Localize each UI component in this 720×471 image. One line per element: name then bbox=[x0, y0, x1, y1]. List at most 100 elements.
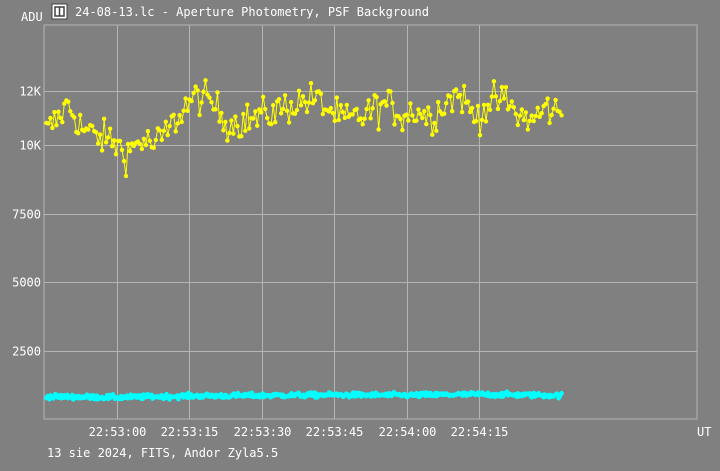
data-point bbox=[56, 109, 61, 114]
data-point bbox=[93, 130, 99, 135]
data-point bbox=[537, 114, 542, 120]
data-point bbox=[332, 118, 337, 124]
data-point bbox=[487, 107, 493, 113]
title-bar: 24-08-13.lc - Aperture Photometry, PSF B… bbox=[51, 3, 429, 20]
data-point bbox=[123, 173, 129, 179]
data-point bbox=[97, 132, 103, 137]
data-point bbox=[46, 121, 51, 126]
data-point bbox=[177, 113, 182, 118]
data-point bbox=[477, 133, 483, 138]
data-point bbox=[181, 108, 186, 113]
y-tick-label: 5000 bbox=[12, 276, 41, 290]
data-point bbox=[507, 104, 512, 109]
data-point bbox=[255, 123, 260, 128]
data-point bbox=[304, 109, 310, 115]
data-point bbox=[453, 87, 459, 92]
data-point bbox=[515, 122, 520, 128]
data-point bbox=[392, 122, 397, 127]
data-point bbox=[280, 106, 286, 112]
data-point bbox=[511, 105, 516, 110]
data-point bbox=[125, 141, 131, 147]
data-point bbox=[340, 109, 345, 115]
y-tick-label: 12K bbox=[19, 85, 41, 99]
data-point bbox=[426, 105, 431, 110]
data-point bbox=[265, 115, 270, 121]
data-point bbox=[273, 120, 278, 125]
data-point bbox=[517, 113, 522, 118]
data-point bbox=[501, 96, 507, 101]
data-point bbox=[90, 123, 95, 129]
x-axis-label: UT bbox=[697, 425, 711, 439]
data-point bbox=[495, 106, 501, 112]
target-star-series bbox=[44, 78, 564, 179]
data-point bbox=[179, 119, 184, 125]
data-point bbox=[231, 131, 236, 136]
data-point bbox=[263, 106, 268, 112]
data-point bbox=[557, 109, 562, 115]
data-point bbox=[191, 90, 196, 96]
data-point bbox=[481, 102, 487, 108]
data-point bbox=[533, 113, 538, 119]
footer-info: 13 sie 2024, FITS, Andor Zyla5.5 bbox=[47, 446, 278, 460]
y-tick-label: 2500 bbox=[12, 345, 41, 359]
data-point bbox=[434, 128, 439, 133]
x-tick-label: 22:53:00 bbox=[89, 425, 147, 439]
data-point bbox=[298, 103, 304, 108]
data-point bbox=[66, 99, 71, 104]
data-point bbox=[113, 152, 119, 157]
data-point bbox=[527, 118, 532, 124]
data-point bbox=[259, 110, 264, 115]
data-point bbox=[344, 102, 349, 108]
data-point bbox=[398, 116, 403, 122]
data-point bbox=[406, 118, 411, 123]
data-point bbox=[529, 113, 534, 118]
data-point bbox=[404, 112, 409, 117]
data-point bbox=[326, 109, 332, 114]
background-series bbox=[44, 389, 564, 402]
data-point bbox=[72, 115, 77, 120]
data-point bbox=[390, 100, 395, 106]
y-axis-label: ADU bbox=[21, 10, 43, 24]
data-point bbox=[227, 130, 232, 136]
data-point bbox=[48, 115, 53, 121]
data-point bbox=[109, 144, 115, 149]
data-point bbox=[229, 118, 234, 123]
data-point bbox=[320, 111, 326, 117]
data-point bbox=[553, 97, 558, 103]
data-point bbox=[119, 147, 125, 153]
data-point bbox=[364, 106, 369, 112]
data-point bbox=[78, 112, 83, 118]
data-point bbox=[366, 98, 371, 103]
data-point bbox=[491, 79, 497, 84]
data-point bbox=[137, 141, 143, 147]
chart-grid bbox=[43, 24, 698, 420]
data-point bbox=[362, 116, 367, 121]
data-point bbox=[101, 116, 107, 122]
data-point bbox=[465, 99, 471, 104]
data-point bbox=[249, 390, 255, 396]
data-point bbox=[247, 126, 252, 131]
data-point bbox=[485, 102, 491, 108]
data-point bbox=[523, 110, 528, 115]
data-point bbox=[117, 138, 123, 144]
data-point bbox=[432, 120, 437, 126]
data-point bbox=[223, 119, 228, 125]
data-point bbox=[163, 119, 168, 125]
data-point bbox=[420, 115, 425, 121]
y-tick-label: 7500 bbox=[12, 208, 41, 222]
window-title: 24-08-13.lc - Aperture Photometry, PSF B… bbox=[75, 5, 429, 19]
data-point bbox=[261, 94, 266, 100]
film-frame-icon[interactable] bbox=[51, 3, 68, 20]
x-tick-label: 22:54:00 bbox=[379, 425, 437, 439]
data-point bbox=[175, 121, 180, 126]
data-point bbox=[50, 125, 55, 131]
data-point bbox=[497, 98, 503, 104]
data-point bbox=[251, 116, 256, 121]
data-point bbox=[475, 103, 481, 109]
data-point bbox=[400, 127, 405, 133]
data-point bbox=[127, 149, 133, 154]
data-point bbox=[422, 108, 427, 114]
data-point bbox=[288, 99, 294, 105]
data-point bbox=[195, 88, 200, 93]
data-point bbox=[203, 78, 208, 83]
